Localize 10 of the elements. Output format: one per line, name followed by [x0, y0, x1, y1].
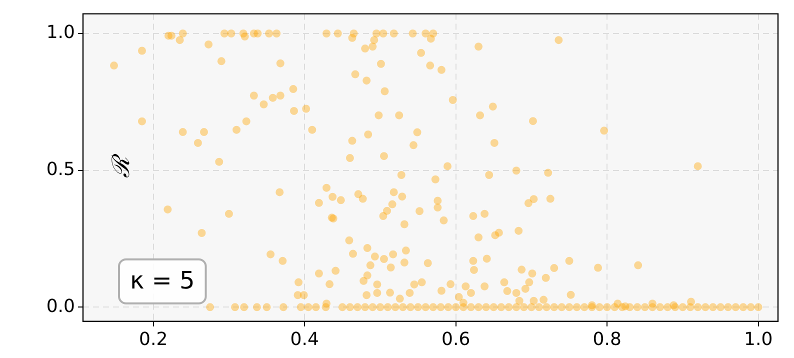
y-axis-title: ℛ [107, 153, 136, 178]
x-tick-label: 0.6 [442, 328, 470, 350]
x-tick-label: 0.8 [592, 328, 622, 350]
x-tick-label: 0.2 [139, 328, 168, 350]
y-tick-label: 1.0 [46, 22, 75, 44]
x-tick-label: 1.0 [744, 328, 773, 350]
x-tick-label: 0.4 [290, 328, 319, 350]
y-tick-label: 0.5 [46, 159, 75, 180]
y-tick-label: 0.0 [46, 296, 75, 317]
annotation: κ = 5 [130, 266, 195, 295]
